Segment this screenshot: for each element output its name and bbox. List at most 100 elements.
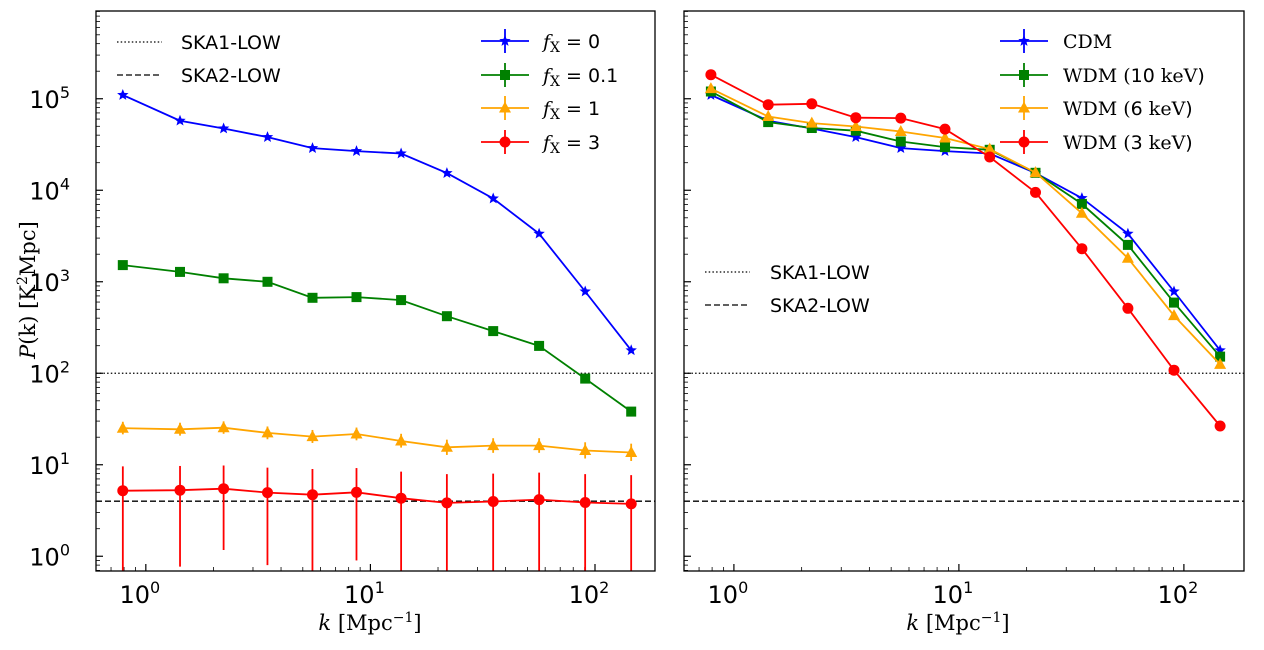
data-point-marker [217,122,230,134]
legend-ska-left: SKA1-LOW SKA2-LOW [117,32,281,87]
data-point-marker [440,440,453,452]
data-point [487,439,500,451]
legend-label-wdm10: WDM (10 keV) [1063,65,1205,87]
right-panel: 100 101 102 [683,10,1245,609]
data-point-marker [218,273,229,284]
data-point [939,131,951,143]
data-point-marker [895,112,907,124]
legend-label-ska1: SKA1-LOW [770,262,870,284]
data-point-marker [174,114,186,126]
legend-marker [1018,35,1030,46]
data-point [1122,302,1134,314]
data-point-marker [762,110,775,121]
series-f-x-3 [117,465,637,571]
data-point-marker [762,99,774,111]
data-point [351,486,362,498]
legend-label-ska2: SKA2-LOW [181,65,281,87]
data-point-marker [306,142,319,153]
legend-label-wdm6: WDM (6 keV) [1063,98,1193,120]
data-point-marker [217,421,230,433]
axis-ticks [95,11,596,571]
data-point-marker [307,292,318,303]
data-point [117,89,129,100]
data-point-marker [534,340,545,351]
x-tick-label: 102 [569,578,610,609]
data-point-marker [895,136,906,147]
series-wdm-6-kev- [704,82,1227,369]
legend-label-ska2: SKA2-LOW [770,295,870,317]
data-point [850,131,862,142]
data-point [218,273,229,284]
data-point [1122,227,1134,239]
data-point [440,440,453,452]
data-point [395,147,407,159]
x-tick-label: 101 [933,578,974,609]
data-point [579,285,591,297]
data-point [306,142,319,153]
legend-entry-cdm: CDM [1000,29,1112,53]
series-f-x-1 [116,421,638,461]
data-point [704,82,717,94]
plot-frame [95,10,656,572]
legend-marker [499,35,511,46]
data-point [1122,239,1133,250]
legend-swatch-blue-star [1000,29,1048,53]
data-point-marker [117,260,128,271]
data-point-marker [351,486,362,498]
data-point [983,142,996,154]
legend-models: CDM WDM (10 keV) WDM (6 keV) WDM (3 keV) [1000,29,1205,154]
data-point-marker [116,421,129,433]
data-point [1169,297,1179,308]
data-point-marker [579,285,591,297]
data-point [850,112,862,124]
data-point [1168,285,1180,297]
data-point [1215,351,1226,362]
data-point [533,227,545,239]
data-point-marker [350,427,363,439]
data-point [625,498,637,510]
y-tick-label: 101 [29,449,70,480]
x-tick-label: 100 [708,578,749,609]
series-wdm-10-kev- [705,86,1226,362]
data-point [1076,192,1088,203]
data-point-marker [625,344,637,356]
legend-marker [1018,101,1030,113]
data-point [350,427,363,439]
data-point-marker [625,498,637,510]
data-point [626,406,637,417]
data-point-marker [175,266,185,277]
legend-swatch-red-circle [1000,130,1048,154]
data-point-marker [983,142,996,154]
data-point-marker [117,485,129,497]
data-point [1168,309,1180,321]
data-point-marker [1075,206,1088,218]
legend-swatch-green-square [481,63,529,87]
legend-label-cdm: CDM [1063,31,1112,53]
data-point-marker [174,484,186,496]
data-point [1214,420,1226,432]
data-point [307,489,318,501]
data-point [487,192,499,204]
series-line [122,426,632,454]
data-point [1214,357,1227,369]
y-tick-label: 105 [29,83,70,114]
legend-swatch-orange-triangle [481,96,529,120]
data-point [762,110,775,121]
data-point-marker [488,326,499,337]
data-point-marker [261,131,274,142]
data-point-marker [1168,285,1180,297]
legend-label-fx3: fX = 3 [541,132,600,157]
data-point [705,69,717,81]
series-line [710,90,1221,358]
data-point-marker [174,422,186,434]
data-point-marker [1122,302,1134,314]
data-point [534,340,545,351]
x-tick-label: 100 [119,578,160,609]
data-point-marker [396,295,407,306]
axis-ticks [683,11,1185,571]
data-point [1168,364,1180,376]
data-point-marker [579,444,592,455]
data-point-marker [441,167,453,178]
data-point [116,421,129,433]
data-point-marker [533,494,545,506]
